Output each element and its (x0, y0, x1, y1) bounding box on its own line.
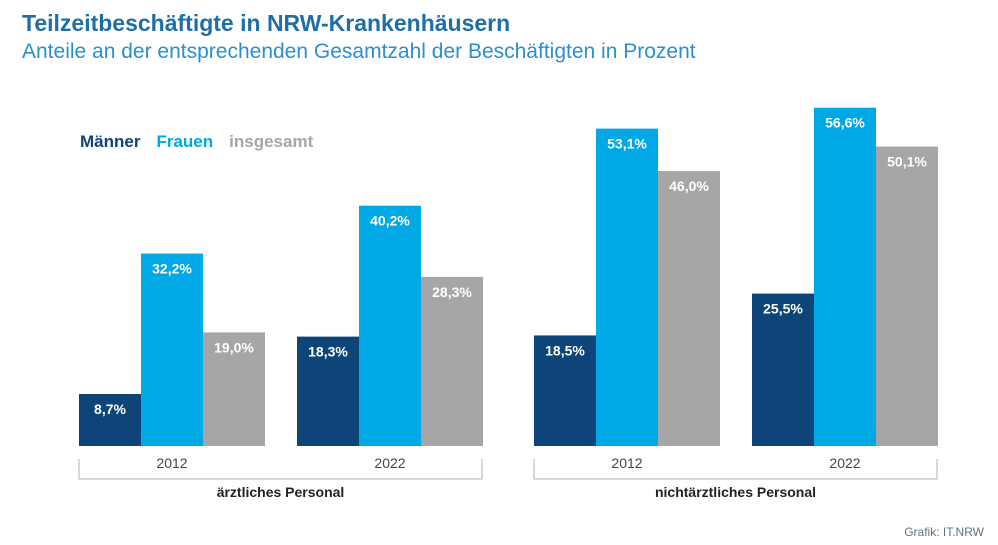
group-bracket (78, 459, 483, 480)
data-label: 32,2% (152, 261, 192, 277)
x-tick-label: 2012 (611, 455, 642, 471)
bar-aerztlich-2022-männer (297, 336, 359, 446)
x-tick-label: 2022 (374, 455, 405, 471)
source-credit: Grafik: IT.NRW (904, 525, 984, 539)
data-label: 40,2% (370, 213, 410, 229)
bar-nichtaerztlich-2012-männer (534, 335, 596, 446)
bar-aerztlich-2022-frauen (359, 205, 421, 446)
bar-aerztlich-2012-insgesamt (203, 332, 265, 446)
data-label: 18,3% (308, 344, 348, 360)
bar-nichtaerztlich-2022-insgesamt (876, 146, 938, 446)
legend-item-maenner: Männer (80, 132, 141, 151)
bar-nichtaerztlich-2022-männer (752, 293, 814, 446)
chart-title: Teilzeitbeschäftigte in NRW-Krankenhäuse… (22, 10, 511, 36)
group-bracket (533, 459, 938, 480)
x-tick-label: 2022 (829, 455, 860, 471)
legend-item-frauen: Frauen (156, 132, 214, 151)
group-label: nichtärztliches Personal (655, 484, 816, 500)
group-label: ärztliches Personal (217, 484, 345, 500)
data-label: 8,7% (94, 401, 126, 417)
bar-aerztlich-2012-frauen (141, 253, 203, 446)
bar-aerztlich-2022-insgesamt (421, 276, 483, 446)
data-label: 46,0% (669, 178, 709, 194)
x-tick-label: 2012 (156, 455, 187, 471)
data-label: 19,0% (214, 339, 254, 355)
data-label: 50,1% (887, 154, 927, 170)
chart-subtitle: Anteile an der entsprechenden Gesamtzahl… (22, 40, 696, 63)
legend: Männer Frauen insgesamt (80, 132, 313, 152)
legend-item-insgesamt: insgesamt (229, 132, 314, 151)
bar-nichtaerztlich-2012-insgesamt (658, 171, 720, 447)
data-label: 28,3% (432, 284, 472, 300)
bar-aerztlich-2012-männer (79, 393, 141, 446)
data-label: 18,5% (545, 342, 585, 358)
bar-nichtaerztlich-2022-frauen (814, 107, 876, 446)
data-label: 56,6% (825, 115, 865, 131)
bar-nichtaerztlich-2012-frauen (596, 128, 658, 446)
data-label: 53,1% (607, 136, 647, 152)
data-label: 25,5% (763, 301, 803, 317)
